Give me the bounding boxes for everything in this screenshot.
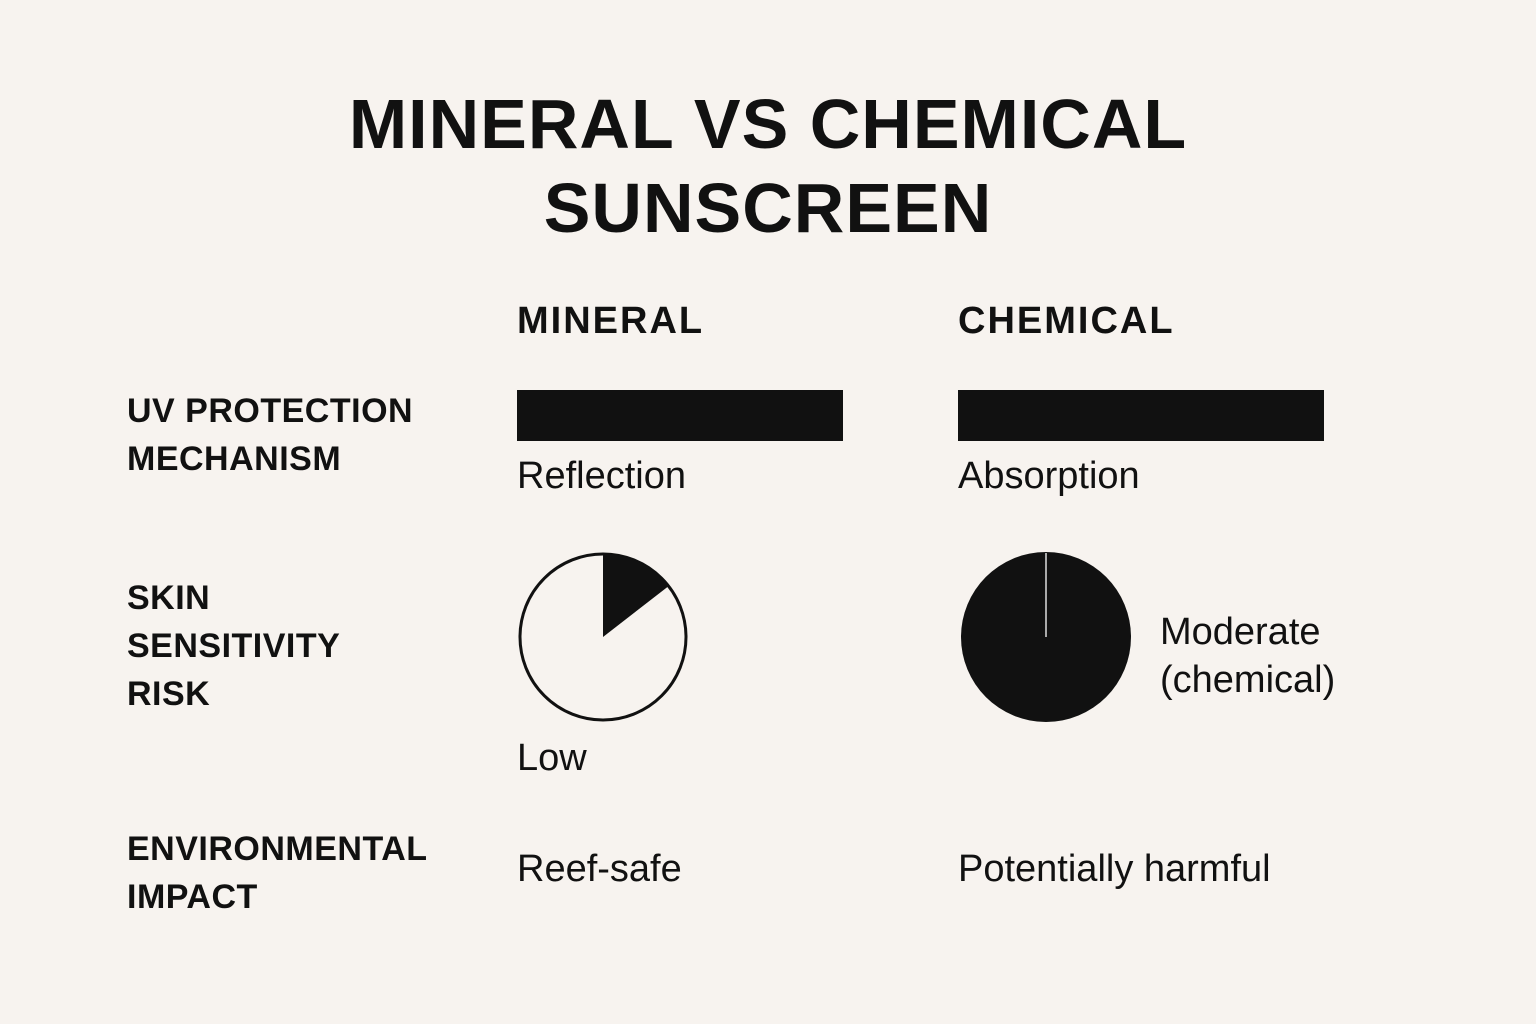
chemical-sensitivity-value: Moderate (chemical) <box>1160 608 1335 704</box>
pie-wedge <box>603 554 669 637</box>
mineral-uv-bar <box>517 390 843 441</box>
column-header-chemical: CHEMICAL <box>958 300 1175 342</box>
row-label-line: IMPACT <box>127 878 258 916</box>
row-label-line: UV PROTECTION <box>127 392 414 430</box>
chemical-uv-bar <box>958 390 1324 441</box>
row-label-environmental-impact: ENVIRONMENTAL IMPACT <box>127 825 428 921</box>
chemical-uv-value: Absorption <box>958 455 1140 497</box>
chemical-environment-value: Potentially harmful <box>958 848 1271 890</box>
row-label-line: RISK <box>127 675 211 713</box>
value-line: (chemical) <box>1160 659 1336 701</box>
column-header-mineral: MINERAL <box>517 300 705 342</box>
mineral-environment-value: Reef-safe <box>517 848 682 890</box>
chemical-sensitivity-pie <box>961 552 1131 722</box>
row-label-line: SKIN <box>127 579 211 617</box>
title-line-1: MINERAL VS CHEMICAL <box>348 85 1188 163</box>
value-line: Moderate <box>1160 611 1321 653</box>
mineral-sensitivity-value: Low <box>517 737 587 779</box>
row-label-uv-protection: UV PROTECTION MECHANISM <box>127 387 413 483</box>
row-label-skin-sensitivity: SKIN SENSITIVITY RISK <box>127 574 340 718</box>
title-line-2: SUNSCREEN <box>543 169 993 247</box>
mineral-sensitivity-pie <box>518 552 688 722</box>
row-label-line: ENVIRONMENTAL <box>127 830 428 868</box>
row-label-line: MECHANISM <box>127 440 342 478</box>
row-label-line: SENSITIVITY <box>127 627 341 665</box>
page-title: MINERAL VS CHEMICAL SUNSCREEN <box>0 82 1536 250</box>
mineral-uv-value: Reflection <box>517 455 686 497</box>
